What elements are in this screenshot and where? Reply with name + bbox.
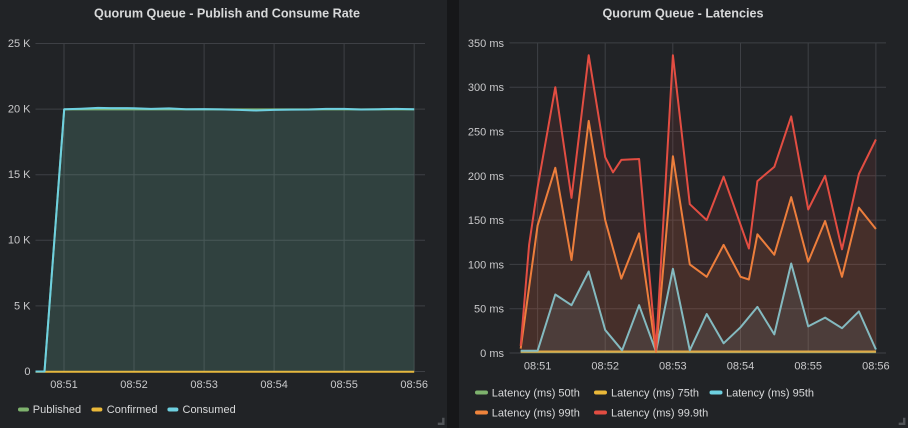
svg-text:08:51: 08:51 — [524, 361, 552, 373]
svg-text:08:52: 08:52 — [120, 379, 148, 391]
svg-text:50 ms: 50 ms — [474, 304, 504, 316]
svg-text:Published: Published — [33, 404, 81, 416]
svg-text:08:54: 08:54 — [727, 361, 755, 373]
svg-text:08:52: 08:52 — [591, 361, 619, 373]
svg-text:Latency (ms) 75th: Latency (ms) 75th — [611, 387, 699, 399]
svg-text:08:53: 08:53 — [659, 361, 687, 373]
svg-text:15 K: 15 K — [8, 169, 31, 181]
svg-text:Quorum Queue - Latencies: Quorum Queue - Latencies — [603, 6, 764, 20]
svg-text:08:53: 08:53 — [190, 379, 218, 391]
svg-text:Latency (ms) 99.9th: Latency (ms) 99.9th — [611, 407, 708, 419]
svg-text:08:56: 08:56 — [862, 361, 890, 373]
svg-text:Latency (ms) 50th: Latency (ms) 50th — [492, 387, 580, 399]
svg-text:0 ms: 0 ms — [480, 348, 504, 360]
svg-text:08:51: 08:51 — [50, 379, 78, 391]
svg-text:5 K: 5 K — [14, 300, 31, 312]
svg-text:Latency (ms) 99th: Latency (ms) 99th — [492, 407, 580, 419]
svg-text:08:55: 08:55 — [794, 361, 822, 373]
svg-text:10 K: 10 K — [8, 235, 31, 247]
svg-text:Quorum Queue - Publish and Con: Quorum Queue - Publish and Consume Rate — [94, 6, 360, 20]
svg-text:250 ms: 250 ms — [468, 127, 505, 139]
svg-text:20 K: 20 K — [8, 104, 31, 116]
svg-text:Latency (ms) 95th: Latency (ms) 95th — [726, 387, 814, 399]
svg-text:08:56: 08:56 — [400, 379, 428, 391]
svg-text:150 ms: 150 ms — [468, 215, 505, 227]
svg-text:200 ms: 200 ms — [468, 171, 505, 183]
svg-text:100 ms: 100 ms — [468, 259, 505, 271]
svg-text:300 ms: 300 ms — [468, 82, 505, 94]
svg-text:350 ms: 350 ms — [468, 38, 505, 50]
svg-text:08:54: 08:54 — [260, 379, 288, 391]
svg-text:08:55: 08:55 — [330, 379, 358, 391]
svg-text:Consumed: Consumed — [183, 404, 236, 416]
svg-text:0: 0 — [24, 366, 30, 378]
svg-text:25 K: 25 K — [8, 38, 31, 50]
svg-text:Confirmed: Confirmed — [107, 404, 158, 416]
